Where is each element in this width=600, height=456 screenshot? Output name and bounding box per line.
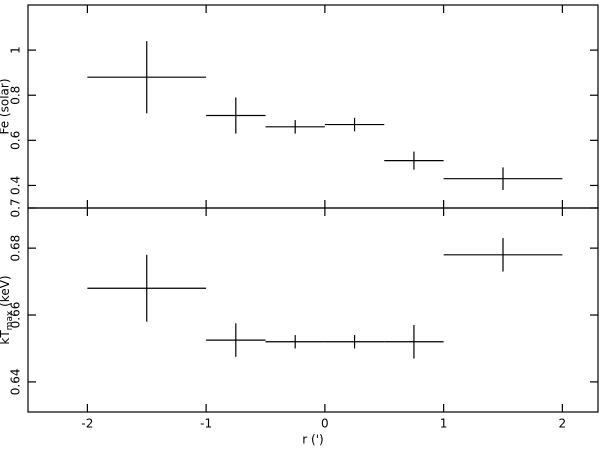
x-axis-label: r (')	[302, 433, 323, 447]
label-part: (keV)	[0, 275, 12, 310]
x-tick-label: 2	[559, 417, 567, 431]
y-tick-label: 0.6	[9, 131, 23, 150]
plot-frame	[27, 207, 599, 413]
label-part: kT	[0, 330, 12, 345]
x-tick-label: -2	[81, 417, 93, 431]
y-tick-label: 0.68	[9, 235, 23, 262]
y-tick-label: 0.7	[9, 198, 23, 217]
y-axis-label: kTmax (keV)	[0, 275, 15, 344]
y-axis-label: Fe (solar)	[0, 78, 12, 134]
label-sub: max	[5, 310, 15, 330]
y-tick-label: 0.8	[9, 86, 23, 105]
x-tick-label: 0	[321, 417, 329, 431]
plot-frame	[27, 4, 599, 209]
y-tick-label: 1	[9, 46, 23, 54]
x-tick-label: -1	[200, 417, 212, 431]
y-tick-label: 0.4	[9, 176, 23, 195]
y-tick-label: 0.66	[9, 302, 23, 329]
y-tick-label: 0.64	[9, 369, 23, 396]
x-tick-label: 1	[440, 417, 448, 431]
